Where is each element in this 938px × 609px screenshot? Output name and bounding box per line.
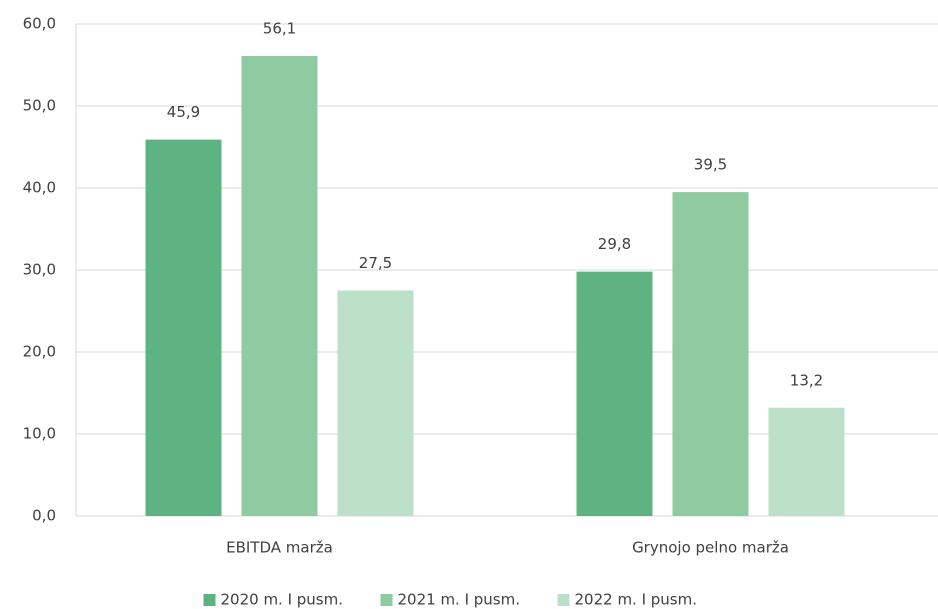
legend-label: 2020 m. I pusm.: [221, 591, 344, 609]
bar: [337, 290, 414, 516]
data-label: 13,2: [790, 371, 823, 389]
y-tick-label: 40,0: [23, 179, 56, 197]
data-label: 56,1: [263, 19, 296, 37]
bar: [241, 55, 318, 516]
legend-label: 2021 m. I pusm.: [398, 591, 521, 609]
legend-swatch: [557, 594, 570, 606]
y-tick-label: 30,0: [23, 261, 56, 279]
bar: [672, 192, 749, 516]
bar: [768, 407, 845, 516]
legend-label: 2022 m. I pusm.: [575, 591, 698, 609]
y-tick-label: 10,0: [23, 425, 56, 443]
data-label: 39,5: [694, 156, 727, 174]
data-label: 45,9: [167, 103, 200, 121]
y-tick-label: 60,0: [23, 15, 56, 33]
legend-swatch: [380, 594, 393, 606]
data-label: 29,8: [598, 235, 631, 253]
bar: [576, 271, 653, 516]
bar: [145, 139, 222, 516]
y-tick-label: 50,0: [23, 97, 56, 115]
y-tick-label: 0,0: [32, 507, 56, 525]
data-label: 27,5: [359, 254, 392, 272]
legend-swatch: [203, 594, 216, 606]
x-tick-label: Grynojo pelno marža: [632, 539, 789, 557]
y-tick-label: 20,0: [23, 343, 56, 361]
x-tick-label: EBITDA marža: [226, 539, 333, 557]
